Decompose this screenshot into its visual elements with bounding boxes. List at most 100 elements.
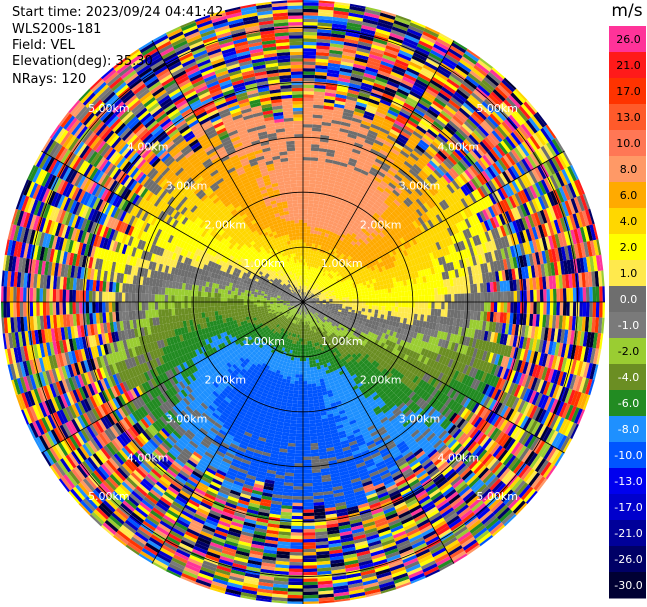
range-gate: [410, 20, 426, 29]
range-gate: [340, 124, 350, 131]
range-gate: [371, 214, 378, 222]
range-gate: [458, 107, 471, 119]
range-gate: [327, 182, 335, 188]
range-gate: [361, 219, 368, 226]
range-gate: [328, 179, 336, 185]
range-gate: [308, 200, 314, 204]
range-gate: [477, 106, 490, 118]
range-gate: [320, 188, 327, 193]
range-gate: [306, 262, 310, 267]
range-gate: [316, 38, 331, 44]
range-gate: [316, 258, 320, 262]
range-gate: [407, 285, 412, 291]
range-gate: [424, 302, 429, 309]
range-gate: [360, 148, 370, 155]
range-gate: [367, 220, 374, 227]
range-gate: [413, 108, 425, 117]
range-gate: [305, 249, 309, 253]
range-gate: [303, 140, 312, 145]
range-gate: [344, 253, 350, 258]
range-gate: [474, 302, 478, 312]
range-gate: [322, 272, 326, 277]
range-gate: [345, 304, 350, 307]
range-gate: [453, 285, 458, 295]
range-gate: [435, 152, 446, 163]
range-gate: [303, 213, 308, 217]
range-gate: [428, 82, 442, 92]
range-gate: [402, 76, 416, 85]
range-gate: [325, 255, 330, 260]
range-gate: [308, 243, 313, 247]
range-gate: [337, 264, 343, 269]
range-gate: [387, 169, 396, 177]
range-gate: [319, 221, 325, 226]
range-gate: [383, 89, 396, 98]
range-gate: [416, 76, 430, 86]
range-gate: [332, 222, 338, 227]
range-gate: [306, 269, 309, 273]
range-gate: [349, 127, 359, 133]
range-gate: [421, 308, 425, 315]
range-gate: [421, 295, 425, 302]
range-gate: [378, 293, 382, 298]
range-gate: [307, 206, 313, 211]
range-gate: [477, 84, 491, 97]
range-gate: [341, 179, 349, 186]
range-gate: [307, 272, 310, 277]
range-gate: [342, 297, 346, 300]
range-gate: [312, 240, 316, 244]
range-gate: [308, 273, 311, 277]
range-gate: [375, 218, 383, 226]
range-gate: [306, 282, 309, 287]
range-gate: [304, 296, 308, 300]
range-gate: [315, 240, 320, 245]
range-gate: [423, 114, 435, 124]
range-gate: [396, 55, 411, 65]
range-gate: [304, 292, 307, 296]
range-gate: [362, 298, 366, 302]
range-gate: [378, 302, 383, 307]
range-gate: [368, 305, 373, 310]
range-gate: [329, 231, 334, 236]
range-gate: [432, 120, 444, 131]
range-gate: [359, 34, 374, 42]
range-gate: [385, 83, 399, 92]
range-gate: [355, 101, 368, 108]
range-gate: [366, 132, 377, 140]
range-gate: [395, 302, 399, 307]
range-gate: [314, 283, 318, 287]
range-gate: [464, 50, 480, 63]
range-gate: [408, 302, 412, 308]
range-gate: [322, 239, 327, 244]
range-gate: [376, 155, 386, 163]
range-gate: [387, 311, 392, 316]
range-gate: [589, 302, 593, 318]
range-gate: [470, 310, 475, 320]
range-gate: [344, 38, 359, 45]
range-gate: [345, 99, 357, 105]
range-gate: [335, 147, 344, 153]
range-gate: [470, 113, 483, 125]
range-gate: [424, 61, 439, 71]
range-gate: [539, 289, 544, 302]
range-gate: [346, 245, 352, 251]
range-gate: [313, 98, 325, 103]
range-gate: [404, 174, 414, 182]
range-gate: [352, 145, 362, 152]
range-gate: [383, 51, 398, 59]
range-gate: [371, 88, 384, 96]
range-gate: [323, 246, 328, 251]
range-gate: [403, 37, 419, 47]
range-gate: [353, 142, 364, 149]
range-gate: [306, 289, 308, 293]
range-gate: [358, 302, 363, 306]
range-gate: [497, 302, 501, 313]
range-gate: [330, 214, 337, 219]
range-gate: [317, 15, 333, 21]
range-gate: [303, 110, 313, 115]
range-gate: [323, 273, 328, 278]
range-gate: [355, 50, 370, 57]
range-gate: [392, 97, 405, 106]
range-gate: [368, 98, 380, 106]
range-gate: [357, 95, 370, 102]
